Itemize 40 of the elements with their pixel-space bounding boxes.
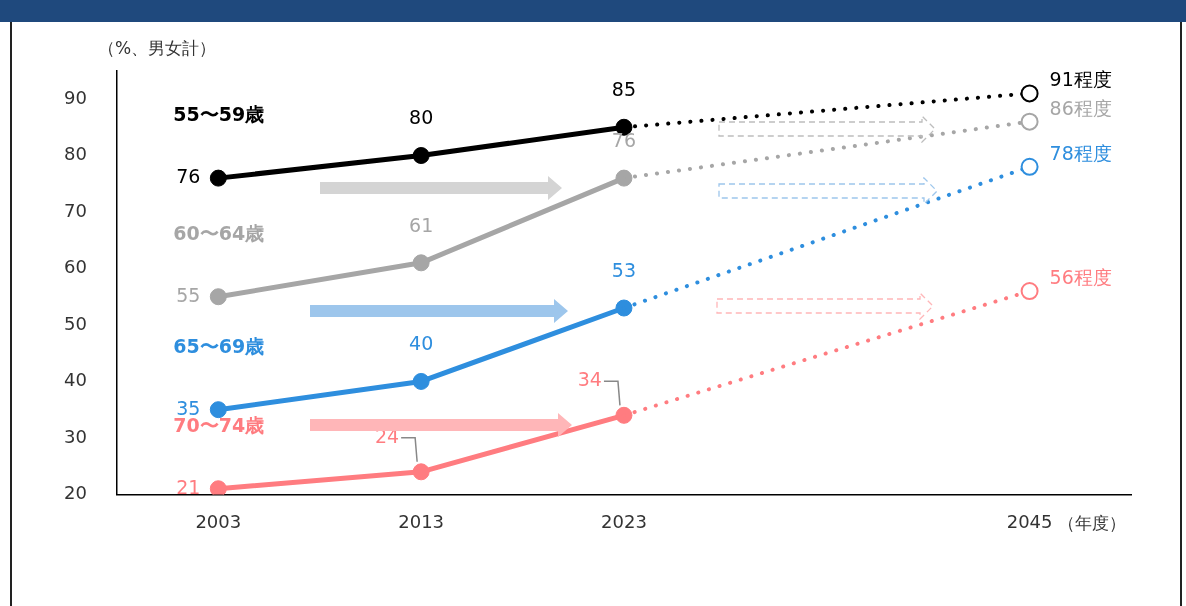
x-axis-title: （年度） xyxy=(1057,512,1126,533)
point xyxy=(209,288,227,306)
y-tick-label: 30 xyxy=(64,425,87,447)
data-label: 55 xyxy=(176,283,201,306)
y-tick-label: 80 xyxy=(64,143,87,165)
y-tick-label: 20 xyxy=(64,482,87,504)
data-label: 21 xyxy=(176,475,201,498)
data-label: 91程度 xyxy=(1049,68,1112,91)
y-axis-title: （%、男女計） xyxy=(98,38,217,59)
point xyxy=(209,480,227,495)
data-label: 53 xyxy=(611,258,637,281)
point xyxy=(412,463,430,481)
x-tick-label: 2023 xyxy=(601,510,647,532)
data-label: 34 xyxy=(577,368,602,391)
x-tick-label: 2045 xyxy=(1006,510,1053,532)
y-tick-label: 40 xyxy=(64,369,87,391)
text: 55〜59歳 xyxy=(173,103,265,126)
data-label: 56程度 xyxy=(1049,266,1112,289)
data-label: 61 xyxy=(409,213,434,236)
y-tick-label: 70 xyxy=(64,199,87,221)
data-label: 76 xyxy=(176,165,201,188)
text: 65〜69歳 xyxy=(173,334,265,357)
data-label: 85 xyxy=(611,78,637,101)
point xyxy=(412,372,430,390)
point xyxy=(209,401,227,419)
point xyxy=(412,254,430,272)
data-label: 35 xyxy=(176,396,201,419)
x-tick-label: 2013 xyxy=(398,510,445,532)
data-label: 76 xyxy=(611,129,637,152)
point xyxy=(209,169,227,187)
data-label: 40 xyxy=(409,332,434,355)
x-tick-label: 2003 xyxy=(195,510,242,532)
data-label: 86程度 xyxy=(1049,96,1112,119)
data-label: 78程度 xyxy=(1049,141,1112,164)
text: 60〜64歳 xyxy=(173,221,265,244)
y-tick-label: 90 xyxy=(64,86,87,108)
y-tick-label: 50 xyxy=(64,312,87,334)
data-label: 80 xyxy=(409,106,434,129)
y-tick-label: 60 xyxy=(64,256,87,278)
point xyxy=(412,147,430,165)
